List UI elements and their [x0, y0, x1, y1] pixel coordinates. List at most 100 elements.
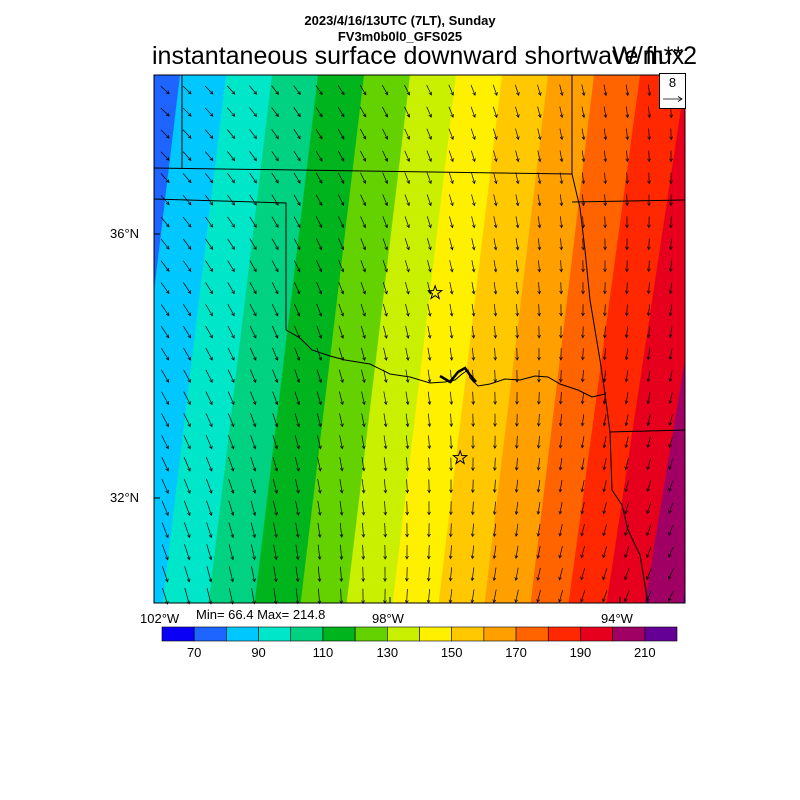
wind-vector — [471, 413, 475, 428]
wind-vector — [316, 260, 323, 273]
colorbar-swatch — [612, 626, 646, 642]
wind-vector — [293, 129, 301, 140]
wind-vector — [404, 106, 410, 118]
wind-vector — [536, 501, 541, 515]
wind-vector — [581, 194, 586, 207]
wind-vector — [229, 588, 234, 605]
wind-vector — [361, 566, 366, 582]
wind-vector — [205, 282, 213, 295]
wind-vector — [338, 325, 344, 339]
lat-label-32n: 32°N — [110, 490, 140, 505]
wind-vector — [249, 260, 257, 273]
wind-vector — [448, 84, 454, 96]
wind-vector — [360, 172, 367, 184]
wind-vector — [204, 173, 214, 184]
state-border — [153, 167, 573, 175]
wind-vector — [338, 260, 345, 273]
axis-ticks — [154, 233, 621, 603]
wind-vector — [293, 238, 301, 251]
wind-vector — [405, 457, 410, 472]
wind-vector — [646, 392, 651, 405]
lon-label-98w: 98°W — [372, 611, 404, 626]
wind-vector — [337, 107, 345, 118]
wind-vector — [227, 325, 235, 339]
wind-vector — [603, 282, 607, 295]
wind-vector — [537, 150, 542, 163]
wind-vector — [316, 282, 323, 295]
wind-vector — [161, 500, 169, 516]
wind-vector — [404, 150, 410, 162]
wind-vector — [182, 282, 192, 295]
wind-vector — [204, 151, 214, 162]
wind-vector — [316, 369, 322, 384]
wind-vector — [449, 216, 454, 229]
wind-vector — [515, 260, 520, 273]
wind-vector — [160, 107, 170, 117]
colorbar-tick-label: 70 — [186, 645, 202, 660]
wind-vector — [273, 544, 278, 561]
wind-vector — [360, 260, 366, 273]
wind-vector — [206, 522, 213, 539]
wind-vector — [339, 435, 344, 450]
colorbar-swatch — [354, 626, 388, 642]
wind-vector — [184, 587, 191, 605]
wind-vector — [382, 84, 389, 96]
colorbar-swatch — [322, 626, 356, 642]
colorbar-tick-label: 150 — [440, 645, 463, 660]
wind-vector — [559, 150, 564, 163]
wind-vector — [470, 128, 476, 141]
wind-vector — [624, 502, 629, 515]
wind-vector — [647, 172, 651, 185]
wind-vector — [317, 478, 322, 494]
wind-vector — [514, 523, 519, 537]
wind-vector — [603, 84, 608, 97]
wind-vector — [668, 480, 674, 492]
wind-vector — [427, 325, 432, 339]
wind-vector — [470, 567, 475, 582]
wind-vector — [250, 435, 257, 450]
wind-vector — [646, 348, 651, 361]
lat-label-36n: 36°N — [110, 226, 140, 241]
wind-vector — [558, 523, 563, 537]
wind-vector — [227, 347, 235, 361]
wind-vector — [668, 568, 674, 580]
wind-vector — [405, 501, 410, 516]
wind-vector — [470, 84, 476, 96]
wind-vector — [360, 194, 367, 207]
wind-vector — [580, 414, 585, 427]
wind-vector — [515, 413, 519, 427]
wind-vector — [470, 150, 476, 163]
wind-vector — [668, 238, 673, 251]
wind-vector — [514, 435, 519, 449]
flux-band — [606, 81, 685, 603]
wind-vector — [315, 194, 323, 206]
wind-vector — [470, 106, 476, 118]
wind-vector — [514, 545, 519, 559]
wind-vector — [405, 369, 410, 384]
reference-arrow-icon — [663, 96, 683, 102]
wind-vector — [205, 216, 214, 228]
wind-vector — [204, 107, 214, 117]
wind-vector — [294, 391, 301, 406]
wind-vector — [471, 216, 476, 229]
wind-vector — [206, 478, 213, 494]
wind-vector — [249, 303, 257, 317]
wind-vector — [339, 522, 344, 538]
wind-vector — [492, 457, 497, 472]
wind-vector — [383, 369, 388, 384]
wind-vector — [183, 325, 191, 339]
wind-vector — [272, 456, 279, 472]
units-title: W/m**2 — [612, 42, 697, 70]
wind-vector — [295, 500, 300, 516]
wind-vector — [625, 216, 629, 229]
wind-vector — [602, 590, 608, 603]
wind-vector — [647, 84, 652, 97]
wind-vector — [206, 587, 213, 605]
wind-vector — [294, 413, 301, 428]
state-border — [579, 207, 606, 395]
wind-vector — [383, 391, 388, 406]
wind-vector — [493, 304, 498, 317]
wind-vector — [624, 436, 629, 449]
wind-vector — [580, 458, 585, 471]
wind-vector — [647, 238, 651, 251]
